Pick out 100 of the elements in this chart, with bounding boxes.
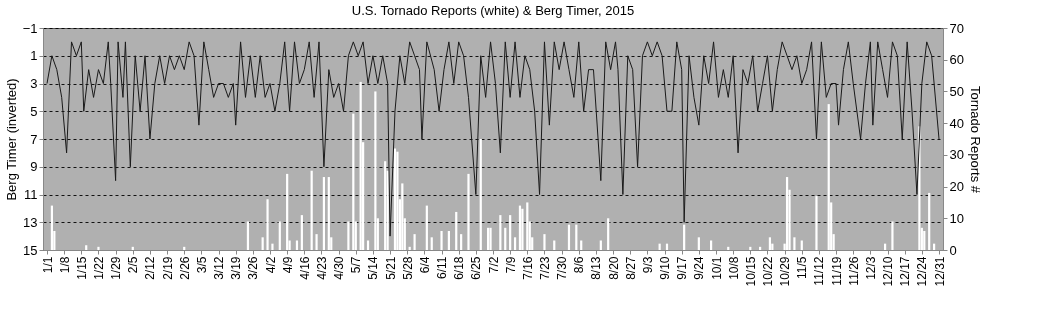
x-tick-label: 10/8 — [726, 256, 741, 280]
bar — [430, 237, 433, 250]
x-tick-label: 5/21 — [383, 256, 398, 280]
x-tick-label: 5/7 — [349, 256, 364, 274]
x-tick-label: 4/16 — [297, 256, 312, 280]
x-tick-label: 3/12 — [212, 256, 227, 280]
x-tick-label: 4/23 — [314, 256, 329, 280]
bar — [710, 240, 713, 250]
bar — [374, 91, 377, 250]
y-tick-label: 3 — [30, 76, 38, 91]
bar — [295, 240, 299, 250]
x-tick-label: 1/8 — [57, 256, 72, 274]
x-tick-label: 1/1 — [40, 256, 55, 274]
x-tick-label: 7/2 — [486, 256, 501, 274]
y-tick-label: 7 — [30, 131, 38, 147]
x-tick-label: 9/17 — [675, 256, 690, 280]
x-tick-label: 12/24 — [915, 256, 930, 287]
bar — [246, 221, 250, 250]
x-tick-label: 3/5 — [194, 256, 209, 274]
x-tick-label: 11/12 — [812, 256, 827, 286]
x-tick-label: 5/14 — [366, 256, 381, 280]
y2-tick-label: 20 — [949, 179, 964, 195]
x-tick-label: 2/19 — [160, 256, 175, 280]
x-tick-label: 12/10 — [881, 256, 896, 287]
x-tick-label: 10/29 — [778, 256, 793, 287]
bar — [271, 243, 274, 250]
x-tick-label: 7/16 — [520, 256, 535, 280]
bar — [447, 230, 450, 250]
bar — [599, 240, 602, 250]
bar — [891, 221, 894, 250]
bar — [923, 230, 926, 250]
x-tick-label: 8/27 — [623, 256, 638, 280]
bar — [266, 199, 269, 250]
bar — [518, 205, 522, 250]
bar — [401, 183, 404, 250]
bar — [815, 196, 818, 250]
x-tick-label: 3/19 — [229, 256, 244, 280]
x-tick-label: 1/22 — [91, 256, 106, 280]
bar — [50, 205, 53, 250]
bar — [499, 215, 502, 250]
bar — [393, 148, 397, 250]
x-tick-label: 6/4 — [417, 256, 432, 274]
x-tick-label: 2/26 — [177, 256, 192, 280]
x-tick-label: 9/24 — [692, 256, 707, 280]
bar — [521, 208, 524, 250]
bar — [425, 205, 428, 250]
bar — [543, 234, 546, 250]
y2-tick-label: 0 — [949, 242, 957, 258]
bar — [827, 104, 830, 250]
y2-tick-label: 60 — [949, 52, 964, 68]
x-tick-label: 10/1 — [709, 256, 724, 280]
bar — [460, 234, 463, 250]
x-tick-label: 6/11 — [435, 256, 450, 279]
x-tick-label: 6/25 — [469, 256, 484, 280]
bar — [793, 237, 796, 250]
bar — [479, 139, 482, 250]
bar — [384, 161, 387, 250]
x-tick-label: 7/9 — [503, 256, 518, 274]
y-tick-label: 5 — [30, 103, 38, 119]
bar — [526, 202, 529, 250]
x-tick-label: 1/29 — [109, 256, 124, 280]
bar — [607, 218, 610, 250]
y2-tick-label: 50 — [949, 83, 964, 99]
x-tick-label: 11/26 — [846, 256, 861, 286]
y2-axis-title: Tornado Reports # — [967, 86, 983, 194]
x-tick-label: 2/5 — [126, 256, 141, 274]
x-tick-label: 7/23 — [537, 256, 552, 280]
bar — [768, 237, 772, 250]
y2-tick-label: 40 — [949, 115, 964, 131]
x-tick-label: 11/19 — [829, 256, 844, 286]
x-tick-label: 3/26 — [246, 256, 261, 280]
bar — [352, 113, 355, 250]
x-tick-label: 9/3 — [640, 256, 655, 274]
x-tick-label: 12/3 — [863, 256, 878, 280]
chart-title: U.S. Tornado Reports (white) & Berg Timer, 2015 — [351, 3, 635, 18]
bar — [509, 215, 512, 250]
x-tick-label: 10/22 — [760, 256, 775, 287]
bar — [697, 237, 700, 250]
bar — [300, 215, 303, 250]
x-tick-label: 1/15 — [74, 256, 89, 280]
x-tick-label: 4/9 — [280, 256, 295, 274]
x-tick-label: 9/10 — [658, 256, 673, 280]
bar — [396, 151, 399, 250]
bar — [327, 177, 330, 250]
bar — [580, 240, 583, 250]
bar — [504, 227, 507, 250]
bar — [467, 173, 470, 250]
x-tick-label: 5/28 — [400, 256, 415, 280]
x-tick-label: 2/12 — [143, 256, 158, 280]
bar — [347, 221, 350, 250]
y-axis-title: Berg Timer (inverted) — [3, 78, 19, 201]
y2-tick-label: 30 — [949, 147, 964, 163]
bar — [440, 230, 443, 250]
y-tick-label: 9 — [30, 159, 38, 175]
x-tick-label: 8/20 — [606, 256, 621, 280]
bar — [286, 173, 289, 250]
bar — [785, 177, 789, 250]
x-tick-label: 10/15 — [743, 256, 758, 287]
bar — [322, 177, 326, 250]
x-tick-label: 4/2 — [263, 256, 278, 274]
